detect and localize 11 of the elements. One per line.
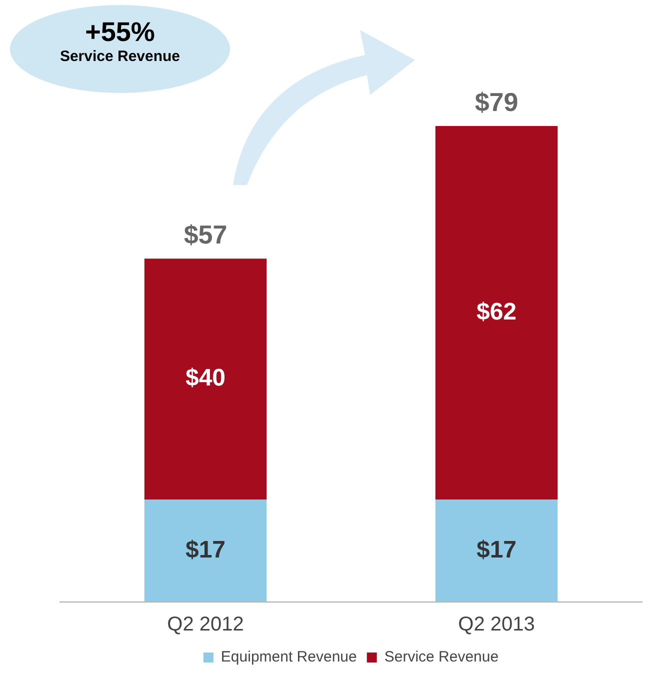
total-label: $57 [184,220,228,250]
x-tick-label: Q2 2012 [167,614,244,636]
data-label: $17 [476,536,517,564]
data-label: $62 [476,298,517,326]
data-label: $17 [185,536,226,564]
total-label: $79 [474,87,518,118]
legend-label: Equipment Revenue [220,648,357,666]
legend-label: Service Revenue [384,648,499,666]
oval-badge: +55% Service Revenue [10,5,230,93]
data-label: $40 [185,364,226,392]
x-tick-label: Q2 2013 [458,614,535,636]
